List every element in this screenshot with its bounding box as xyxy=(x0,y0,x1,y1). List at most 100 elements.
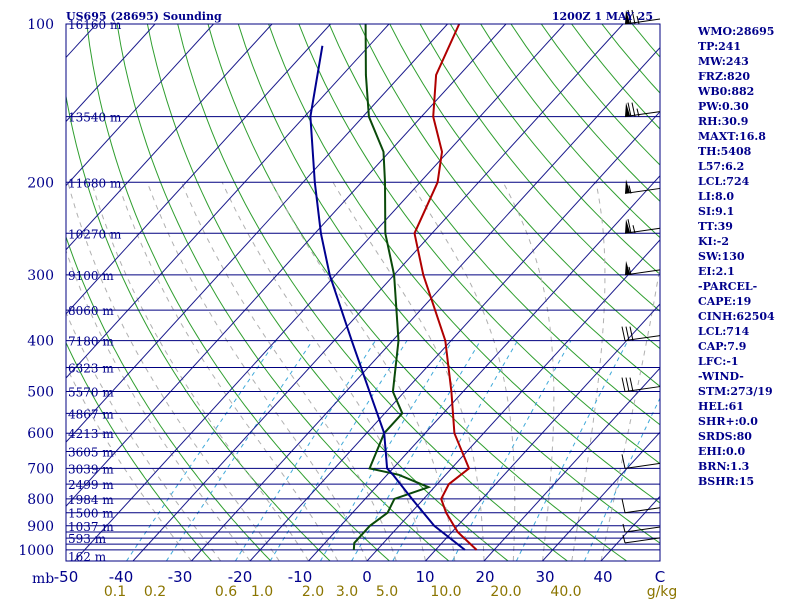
index-entry: SHR+:0.0 xyxy=(698,415,758,428)
index-entry: LI:8.0 xyxy=(698,190,735,203)
chart-time: 1200Z 1 MAY 25 xyxy=(552,10,653,23)
index-entry: EI:2.1 xyxy=(698,265,735,278)
dry-adiabat-line xyxy=(359,24,660,388)
wind-barb-staff xyxy=(624,526,661,533)
moist-adiabat-line xyxy=(117,182,339,561)
temperature-tick-label: 40 xyxy=(593,568,612,586)
isotherm-line xyxy=(66,24,448,443)
index-entry: MAXT:16.8 xyxy=(698,130,766,143)
index-entry: RH:30.9 xyxy=(698,115,749,128)
index-entry: STM:273/19 xyxy=(698,385,773,398)
isotherm-line xyxy=(483,367,660,561)
mixing-ratio-line xyxy=(269,340,408,561)
wind-barb-half xyxy=(628,185,632,194)
wind-barb-staff xyxy=(624,386,661,393)
index-entry: CAP:7.9 xyxy=(698,340,747,353)
index-entry: KI:-2 xyxy=(698,235,729,248)
wind-barb-half xyxy=(622,534,626,544)
temperature-tick-label: -40 xyxy=(109,568,134,586)
index-entry: TT:39 xyxy=(698,220,733,233)
wind-barb-half xyxy=(622,523,626,533)
isotherm-line xyxy=(66,24,507,507)
index-entry: SRDS:80 xyxy=(698,430,752,443)
mixing-ratio-label: 40.0 xyxy=(550,584,581,600)
index-entry: EHI:0.0 xyxy=(698,445,746,458)
mixing-ratio-line xyxy=(234,340,376,561)
height-label: 3605 m xyxy=(68,445,114,459)
pressure-label: 1000 xyxy=(18,543,54,559)
index-entry: TP:241 xyxy=(698,40,742,53)
isotherm-line xyxy=(66,24,156,123)
index-entry: BRN:1.3 xyxy=(698,460,750,473)
wind-barb-full xyxy=(629,377,634,392)
mixing-ratio-label: 10.0 xyxy=(430,584,461,600)
index-entry: MW:243 xyxy=(698,55,749,68)
wind-barb xyxy=(621,454,661,469)
plot-frame xyxy=(65,23,661,562)
dry-adiabat-line xyxy=(116,24,450,561)
indices-panel: WMO:28695 TP:241 MW:243 FRZ:820 WB0:882 PW:0.… xyxy=(698,24,798,489)
wind-barb-full xyxy=(627,219,632,234)
moist-adiabat-line xyxy=(502,182,555,561)
dry-adiabat-line xyxy=(389,24,660,350)
pressure-label: 400 xyxy=(27,334,54,350)
wind-barb-half xyxy=(636,108,640,117)
mixing-ratio-line xyxy=(392,340,519,561)
moist-adiabat-line xyxy=(91,182,309,561)
wind-barb-staff xyxy=(624,507,661,514)
dry-adiabat-line xyxy=(66,235,272,561)
wind-barb-flag xyxy=(625,10,630,24)
index-entry: TH:5408 xyxy=(698,145,752,158)
index-entry: -WIND- xyxy=(698,370,744,383)
pressure-label: 600 xyxy=(27,426,54,442)
wind-barb-full xyxy=(631,9,636,25)
moist-adiabat-line xyxy=(66,311,222,561)
temperature-trace xyxy=(413,24,478,551)
height-label: 8060 m xyxy=(68,304,114,318)
isotherm-line xyxy=(132,24,624,561)
pressure-label: 100 xyxy=(27,17,54,33)
moist-adiabat-line xyxy=(271,182,456,561)
wind-barb xyxy=(622,534,661,544)
dry-adiabat-line xyxy=(419,24,660,312)
height-label: 1037 m xyxy=(68,520,114,534)
grid-layer xyxy=(66,24,660,561)
pressure-label: 300 xyxy=(27,268,54,284)
wind-barb xyxy=(622,523,661,533)
index-entry: BSHR:15 xyxy=(698,475,755,488)
height-label: 162 m xyxy=(68,550,107,564)
temperature-tick-label: C xyxy=(655,568,665,586)
dry-adiabat-line xyxy=(207,24,627,561)
height-label: 1500 m xyxy=(68,507,114,521)
wind-barb-full xyxy=(629,326,634,341)
index-entry: WB0:882 xyxy=(698,85,755,98)
height-label: 2499 m xyxy=(68,478,114,492)
height-label: 10270 m xyxy=(68,227,122,241)
mixing-ratio-label: 3.0 xyxy=(336,584,358,600)
wind-barb-full xyxy=(631,102,636,117)
index-entry: PW:0.30 xyxy=(698,100,749,113)
mixing-ratio-label: 1.0 xyxy=(251,584,273,600)
height-label: 9100 m xyxy=(68,269,114,283)
height-label: 7180 m xyxy=(68,335,114,349)
wind-barb-full xyxy=(621,326,626,341)
dry-adiabat-line xyxy=(237,24,660,544)
index-entry: L57:6.2 xyxy=(698,160,745,173)
wind-barb-flag xyxy=(625,260,630,275)
wind-barb xyxy=(621,377,661,393)
wind-barb-staff xyxy=(624,335,661,342)
mixing-ratio-line xyxy=(126,340,277,561)
moist-adiabat-line xyxy=(221,182,426,561)
moist-adiabat-line xyxy=(181,182,397,561)
mixing-ratio-label: 2.0 xyxy=(302,584,324,600)
dry-adiabat-line xyxy=(66,341,212,561)
trace-layer xyxy=(309,24,478,551)
isotherm-line xyxy=(66,24,390,379)
isotherm-line xyxy=(191,46,660,561)
isotherm-line xyxy=(542,431,660,561)
height-label: 13540 m xyxy=(68,111,122,125)
index-entry: SI:9.1 xyxy=(698,205,735,218)
index-entry: LCL:724 xyxy=(698,175,750,188)
wind-barb-flag xyxy=(625,219,630,234)
index-entry: LCL:714 xyxy=(698,325,750,338)
